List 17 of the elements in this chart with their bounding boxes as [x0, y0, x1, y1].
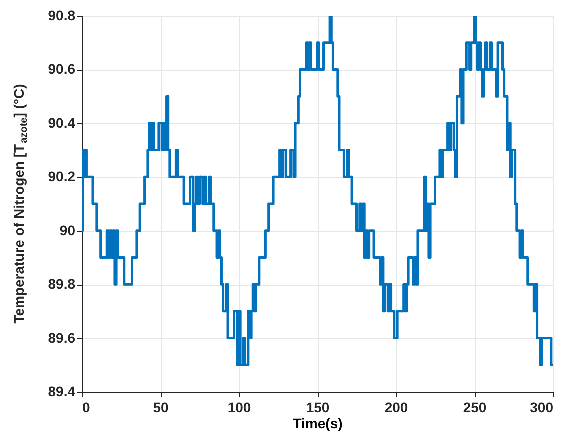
- x-tick-label: 300: [530, 400, 554, 416]
- y-axis-title: Temperature of Nitrogen [Tazote] (°C): [11, 84, 30, 324]
- x-axis-title: Time(s): [293, 416, 343, 432]
- x-tick-label: 50: [153, 400, 169, 416]
- y-tick-label: 89.4: [48, 384, 76, 400]
- y-tick-label: 90.6: [48, 61, 76, 78]
- x-tick-label: 150: [306, 400, 330, 416]
- y-tick-label: 90.8: [48, 8, 76, 24]
- x-tick-label: 250: [463, 400, 487, 416]
- y-tick-label: 90.2: [48, 168, 76, 185]
- x-tick-label: 100: [228, 400, 252, 416]
- y-tick-label: 90.4: [48, 114, 76, 131]
- y-tick-label: 89.8: [48, 276, 76, 292]
- x-tick-label: 200: [384, 400, 408, 416]
- y-tick-label: 90: [60, 222, 76, 238]
- x-tick-label: 0: [82, 400, 90, 416]
- y-tick-label: 89.6: [48, 330, 76, 346]
